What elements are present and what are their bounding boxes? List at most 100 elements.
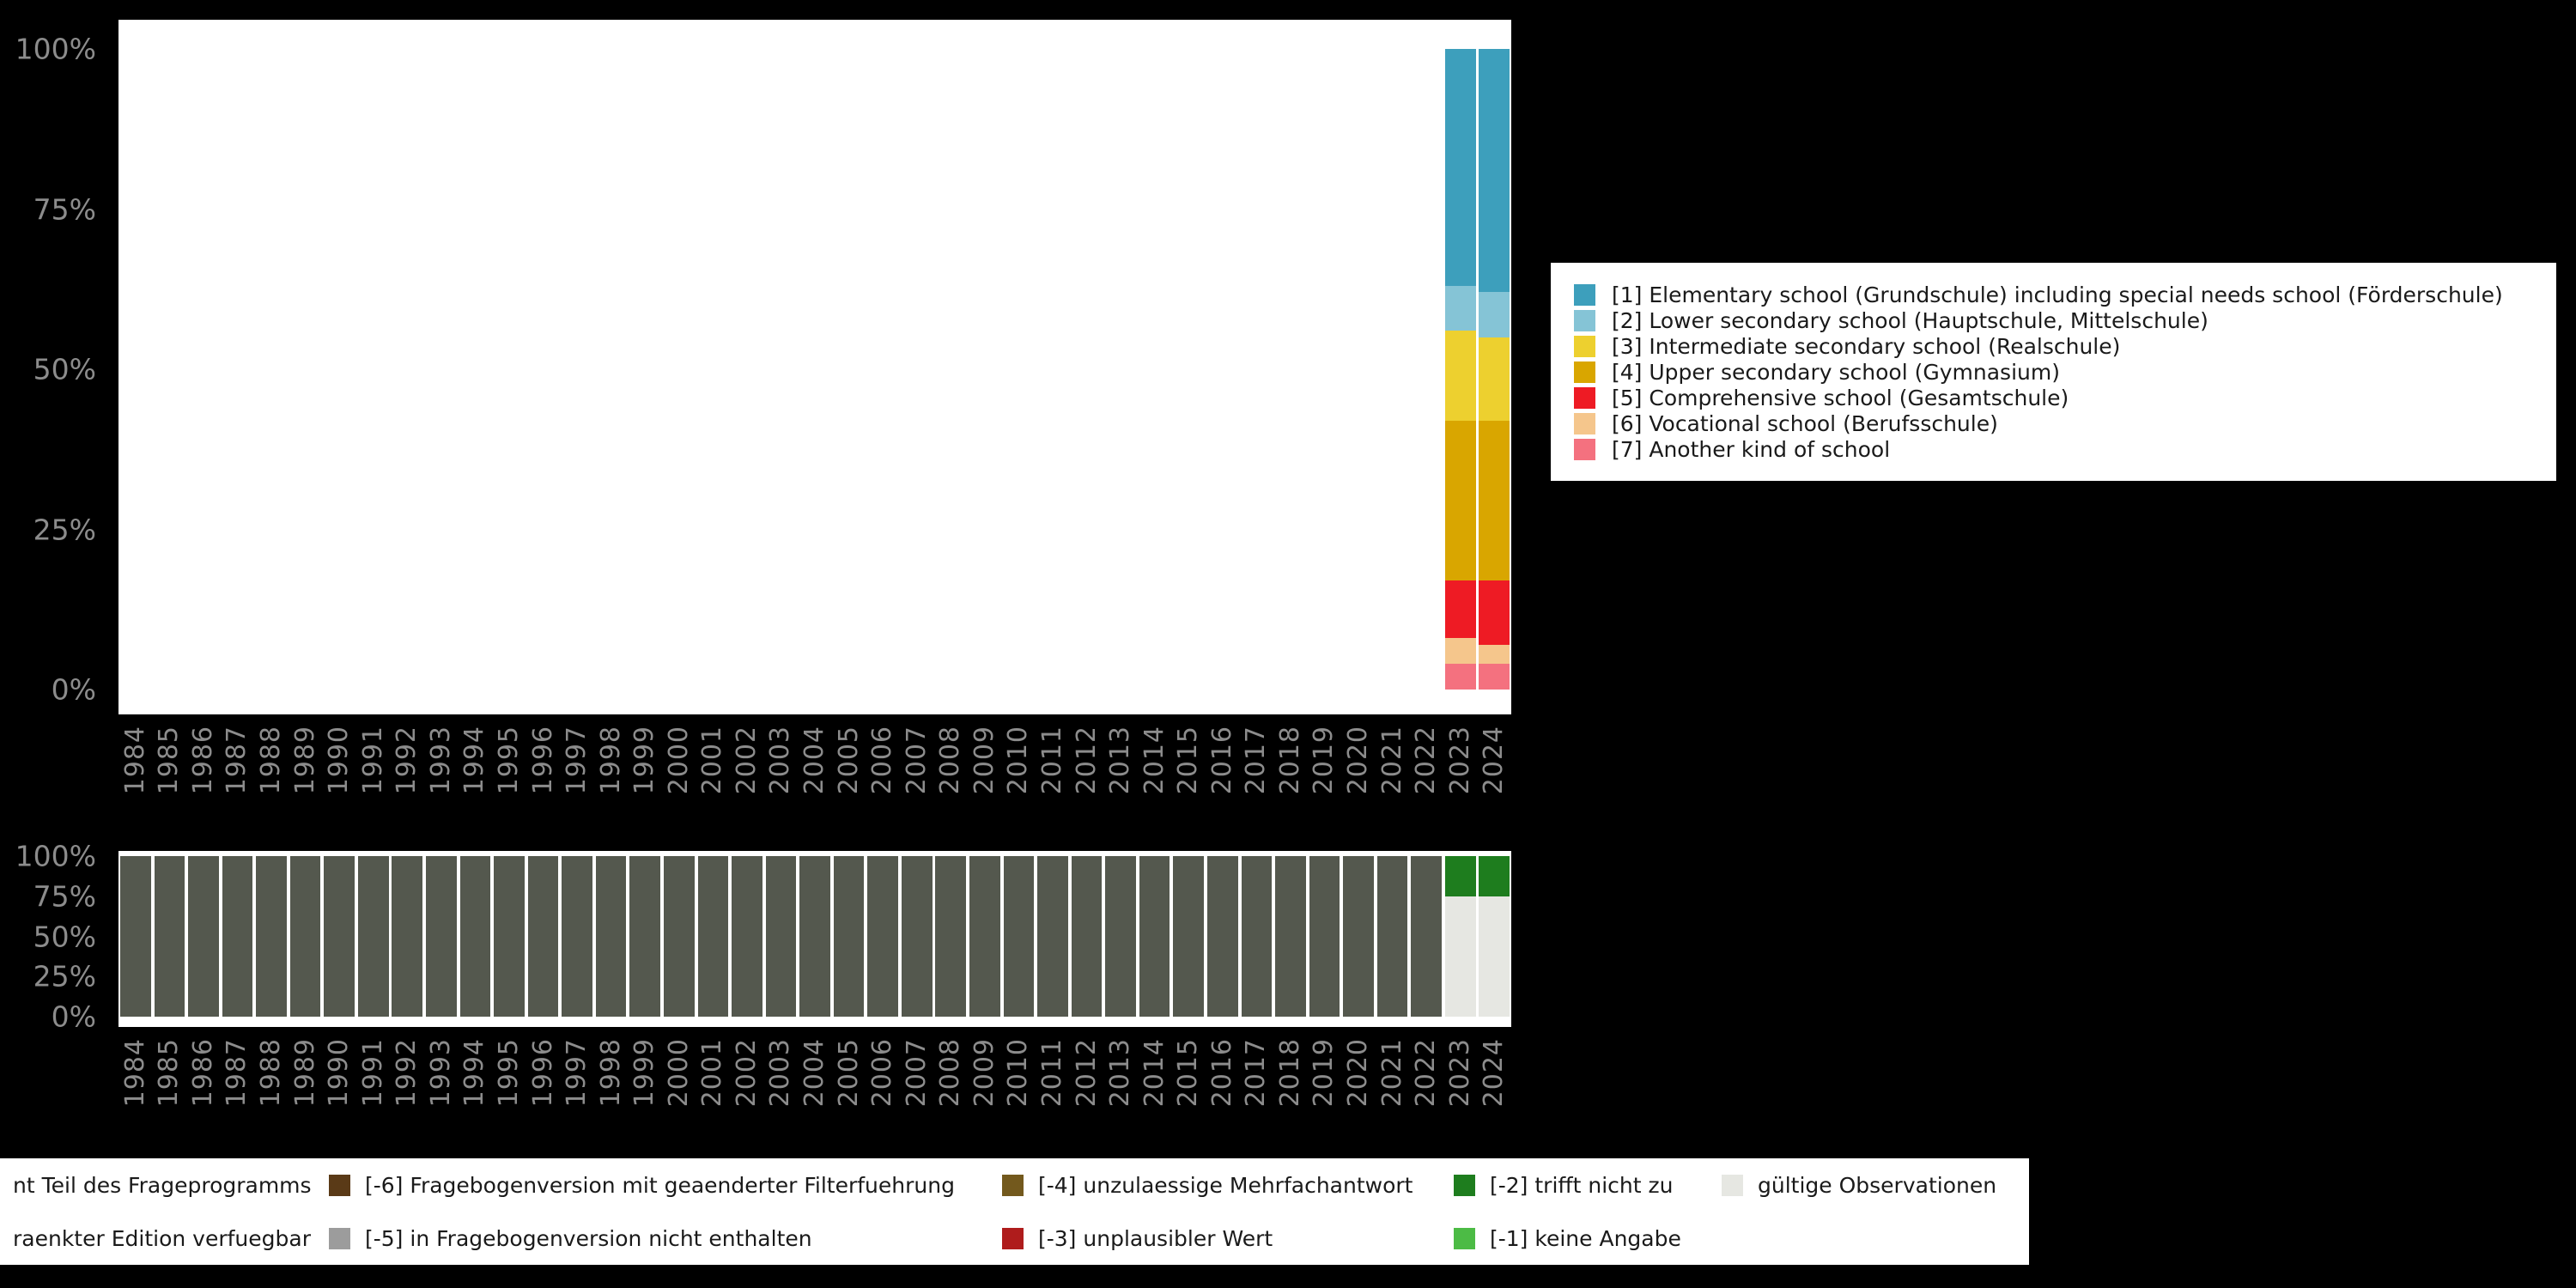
- x-axis-tick-label: 2003: [768, 1038, 793, 1107]
- x-axis-tick: 1996: [526, 726, 561, 835]
- bar-segment: [1445, 638, 1476, 664]
- bar-slot: [1409, 49, 1443, 690]
- bar-slot: [1308, 49, 1342, 690]
- legend-item: [-5] in Fragebogenversion nicht enthalte…: [329, 1212, 1002, 1265]
- bar-slot: [1070, 49, 1104, 690]
- bar-slot: [1240, 856, 1274, 1017]
- x-axis-tick: 1986: [186, 1038, 221, 1148]
- legend-swatch: [1574, 284, 1595, 306]
- x-axis-tick: 2024: [1478, 1038, 1512, 1148]
- legend-item: [-6] Fragebogenversion mit geaenderter F…: [329, 1158, 1002, 1212]
- bar-slot: [1443, 856, 1478, 1017]
- x-axis-tick-label: 2022: [1413, 1038, 1439, 1107]
- bar-slot: [662, 49, 696, 690]
- x-axis-tick-label: 2019: [1311, 1038, 1337, 1107]
- stacked-bar: [324, 856, 355, 1017]
- x-axis-tick: 1998: [594, 726, 629, 835]
- x-axis-tick-label: 1984: [123, 1038, 149, 1107]
- x-axis-tick-label: 1998: [598, 726, 624, 794]
- x-axis-tick: 1988: [254, 1038, 289, 1148]
- legend-label: [2] Lower secondary school (Hauptschule,…: [1612, 308, 2208, 333]
- x-axis-tick-label: 2015: [1176, 1038, 1201, 1107]
- bar-segment: [1445, 331, 1476, 420]
- bar-segment: [1275, 856, 1306, 1017]
- bar-slot: [424, 49, 459, 690]
- legend-item: raenkter Edition verfuegbar: [13, 1212, 329, 1265]
- x-axis-tick: 2009: [968, 726, 1002, 835]
- legend-item: [3] Intermediate secondary school (Reals…: [1574, 333, 2556, 359]
- legend-label: [6] Vocational school (Berufsschule): [1612, 411, 1998, 436]
- x-axis-tick-label: 2024: [1481, 1038, 1507, 1107]
- x-axis-tick-label: 2000: [666, 1038, 692, 1107]
- bar-slot: [1206, 856, 1240, 1017]
- x-axis-tick: 2011: [1036, 726, 1070, 835]
- x-axis-tick-label: 1999: [632, 1038, 658, 1107]
- x-axis-tick-label: 1985: [156, 1038, 182, 1107]
- bar-slot: [696, 856, 731, 1017]
- bar-slot: [492, 49, 526, 690]
- x-axis-tick-label: 2021: [1380, 1038, 1406, 1107]
- bar-slot: [866, 49, 900, 690]
- bar-segment: [1479, 664, 1510, 690]
- x-axis-tick: 2006: [866, 1038, 900, 1148]
- x-axis-tick-label: 1994: [462, 726, 488, 794]
- bar-slot: [934, 49, 969, 690]
- x-axis-tick-label: 2005: [836, 726, 862, 794]
- bar-slot: [628, 49, 662, 690]
- bar-slot: [900, 856, 934, 1017]
- top-chart-y-axis: 100%75%50%25%0%: [0, 49, 108, 690]
- bar-segment: [1479, 896, 1510, 1017]
- bar-slot: [730, 49, 764, 690]
- bar-segment: [1309, 856, 1340, 1017]
- x-axis-tick: 1984: [118, 726, 153, 835]
- bar-segment: [1072, 856, 1103, 1017]
- x-axis-tick-label: 1992: [394, 1038, 420, 1107]
- x-axis-tick-label: 2007: [904, 1038, 930, 1107]
- x-axis-tick: 2018: [1273, 726, 1308, 835]
- x-axis-tick-label: 2018: [1278, 1038, 1303, 1107]
- x-axis-tick: 2011: [1036, 1038, 1070, 1148]
- bar-slot: [1376, 856, 1410, 1017]
- legend-swatch: [1454, 1228, 1475, 1249]
- stacked-bar: [1275, 856, 1306, 1017]
- codebook-plot-page: 100%75%50%25%0% 198419851986198719881989…: [0, 0, 2576, 1288]
- bar-segment: [562, 856, 592, 1017]
- legend-label: [5] Comprehensive school (Gesamtschule): [1612, 386, 2069, 410]
- bar-slot: [459, 856, 493, 1017]
- stacked-bar: [1411, 856, 1442, 1017]
- bar-segment: [155, 856, 185, 1017]
- x-axis-tick-label: 1989: [293, 726, 319, 794]
- x-axis-tick: 2017: [1240, 726, 1274, 835]
- bar-slot: [1138, 49, 1172, 690]
- x-axis-tick-label: 2009: [972, 726, 998, 794]
- bar-segment: [1445, 664, 1476, 690]
- x-axis-tick-label: 1998: [598, 1038, 624, 1107]
- bar-segment: [460, 856, 491, 1017]
- legend-swatch: [1574, 439, 1595, 460]
- bar-slot: [1308, 856, 1342, 1017]
- stacked-bar: [834, 856, 865, 1017]
- x-axis-tick: 2014: [1138, 1038, 1172, 1148]
- x-axis-tick: 1994: [459, 726, 493, 835]
- bar-segment: [1479, 337, 1510, 421]
- x-axis-tick-label: 2007: [904, 726, 930, 794]
- stacked-bar: [1343, 856, 1374, 1017]
- x-axis-tick: 1985: [153, 1038, 187, 1148]
- x-axis-tick: 2008: [934, 1038, 969, 1148]
- bottom-chart-bars: [118, 856, 1511, 1017]
- bar-slot: [1376, 49, 1410, 690]
- bar-segment: [698, 856, 729, 1017]
- school-type-legend: [1] Elementary school (Grundschule) incl…: [1551, 263, 2556, 481]
- bar-slot: [1443, 49, 1478, 690]
- bar-slot: [254, 856, 289, 1017]
- bar-slot: [1002, 49, 1036, 690]
- x-axis-tick-label: 2020: [1346, 1038, 1371, 1107]
- bar-slot: [526, 856, 561, 1017]
- x-axis-tick-label: 1999: [632, 726, 658, 794]
- stacked-bar: [1037, 856, 1068, 1017]
- bar-segment: [1377, 856, 1408, 1017]
- x-axis-tick: 1994: [459, 1038, 493, 1148]
- x-axis-tick-label: 2019: [1311, 726, 1337, 794]
- x-axis-tick-label: 1988: [258, 1038, 284, 1107]
- bar-segment: [629, 856, 660, 1017]
